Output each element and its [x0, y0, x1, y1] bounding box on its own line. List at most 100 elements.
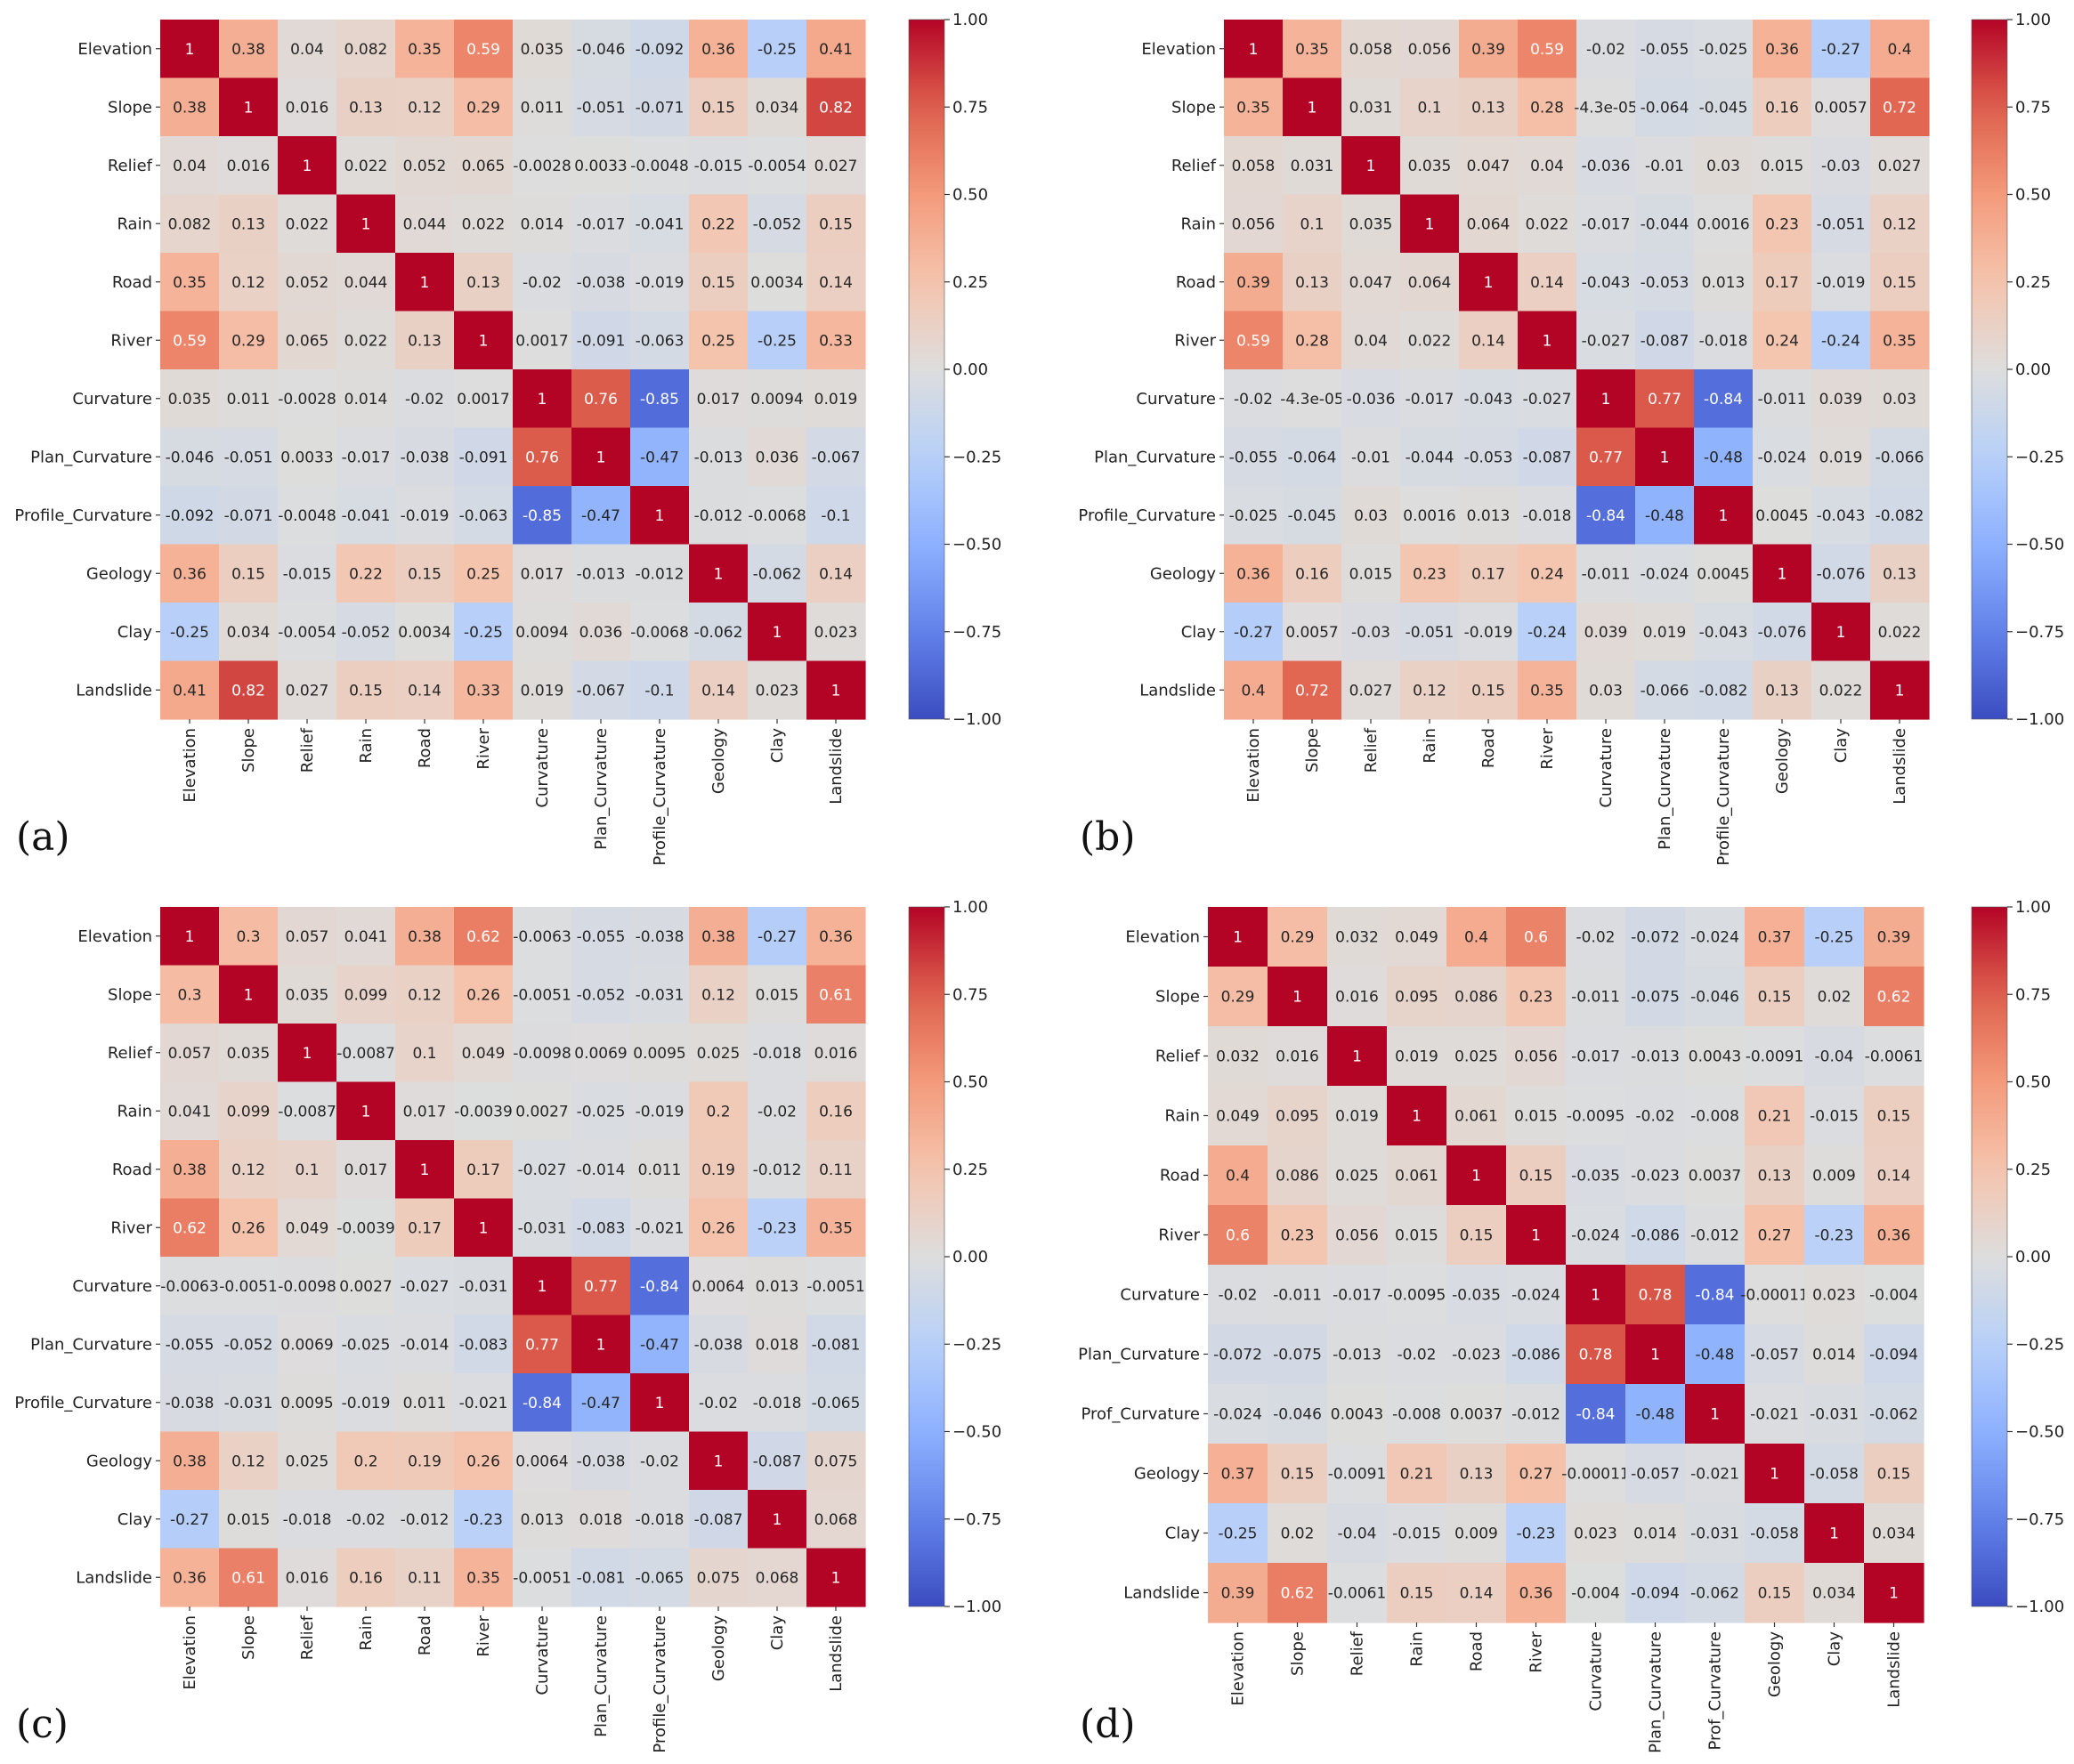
heatmap-cell: [806, 311, 866, 370]
heatmap-cell: [1400, 603, 1460, 662]
cell-annotation: 0.33: [819, 332, 853, 350]
heatmap-cell: [1506, 1265, 1567, 1325]
heatmap-cell: [1387, 967, 1447, 1027]
cell-annotation: 0.38: [173, 1452, 207, 1470]
cell-annotation: -0.062: [1869, 1406, 1918, 1424]
cell-annotation: 0.16: [349, 1569, 383, 1587]
cell-annotation: 0.04: [1530, 158, 1564, 175]
heatmap-cell: [160, 1548, 220, 1607]
cell-annotation: -0.082: [1699, 682, 1748, 700]
heatmap-cell: [1400, 427, 1460, 487]
panel-label: (c): [16, 1702, 69, 1747]
heatmap-cell: [513, 660, 572, 720]
heatmap-cell: [1400, 253, 1460, 312]
cell-annotation: 1: [361, 1103, 371, 1121]
cell-annotation: 0.36: [173, 565, 207, 583]
heatmap-cell: [1870, 253, 1930, 312]
cell-annotation: -0.065: [636, 1569, 685, 1587]
heatmap-cell: [1518, 311, 1577, 370]
colorbar-tick-label: 0.75: [952, 985, 988, 1004]
heatmap-cell: [1811, 603, 1871, 662]
heatmap-cell: [1283, 253, 1342, 312]
cell-annotation: 0.36: [173, 1569, 207, 1587]
heatmap-cell: [160, 311, 220, 370]
cell-annotation: -0.092: [636, 41, 685, 59]
heatmap-cell: [571, 20, 631, 79]
cell-annotation: 1: [1591, 1287, 1600, 1305]
heatmap-cell: [1387, 1026, 1447, 1087]
heatmap-cell: [336, 77, 396, 137]
cell-annotation: 0.59: [466, 41, 500, 59]
heatmap-cell: [1635, 77, 1695, 137]
heatmap-cell: [1635, 486, 1695, 546]
cell-annotation: 0.0045: [1697, 565, 1749, 583]
colorbar-tick-label: −0.50: [2015, 536, 2064, 554]
cell-annotation: -0.014: [577, 1161, 626, 1179]
cell-annotation: 0.0016: [1697, 215, 1749, 233]
heatmap-cell: [1566, 1563, 1626, 1623]
cell-annotation: -0.051: [577, 99, 626, 117]
heatmap-cell: [219, 1373, 279, 1433]
cell-annotation: -0.027: [518, 1161, 567, 1179]
cell-annotation: 0.19: [408, 1452, 442, 1470]
row-label-clay: Clay: [1181, 623, 1217, 642]
heatmap-cell: [748, 136, 807, 196]
heatmap-cell: [219, 1024, 279, 1083]
heatmap-cell: [219, 369, 279, 429]
heatmap-cell: [1864, 967, 1924, 1027]
cell-annotation: 0.018: [756, 1336, 799, 1354]
cell-annotation: 0.0027: [339, 1278, 392, 1296]
heatmap-cell: [1685, 967, 1746, 1027]
heatmap-cell: [160, 486, 220, 546]
heatmap-cell: [1753, 427, 1812, 487]
heatmap-cell: [1387, 1384, 1447, 1444]
cell-annotation: 1: [538, 391, 547, 409]
cell-annotation: -0.011: [1273, 1287, 1322, 1305]
col-label-clay: Clay: [768, 1615, 787, 1651]
cell-annotation: 0.014: [1633, 1525, 1677, 1543]
cell-annotation: -0.091: [577, 332, 626, 350]
cell-annotation: 0.37: [1221, 1466, 1255, 1484]
heatmap-cell: [160, 1257, 220, 1316]
cell-annotation: 1: [1531, 1227, 1541, 1245]
cell-annotation: -0.065: [812, 1395, 861, 1412]
heatmap-cell: [1283, 427, 1342, 487]
cell-annotation: 1: [1719, 507, 1729, 525]
cell-annotation: 0.034: [756, 99, 799, 117]
cell-annotation: -0.0098: [513, 1045, 571, 1063]
cell-annotation: 0.76: [584, 391, 618, 409]
cell-annotation: 0.59: [173, 332, 207, 350]
heatmap-cell: [1685, 1145, 1746, 1206]
cell-annotation: 0.16: [1765, 99, 1799, 117]
heatmap-cell: [1387, 1145, 1447, 1206]
cell-annotation: 0.72: [1883, 99, 1916, 117]
cell-annotation: 0.0057: [1285, 624, 1338, 642]
heatmap-cell: [1268, 1324, 1328, 1385]
cell-annotation: -0.84: [1704, 391, 1743, 409]
col-label-curvature: Curvature: [1597, 728, 1616, 808]
cell-annotation: 1: [831, 682, 841, 700]
cell-annotation: 0.38: [408, 928, 442, 946]
colorbar-tick-label: 1.00: [952, 11, 988, 29]
cell-annotation: 0.019: [814, 391, 858, 409]
heatmap-cell: [513, 907, 572, 967]
heatmap-cell: [219, 1431, 279, 1491]
heatmap-cell: [336, 660, 396, 720]
cell-annotation: 0.13: [1765, 682, 1799, 700]
heatmap-cell: [1518, 603, 1577, 662]
cell-annotation: 0.056: [1335, 1227, 1379, 1245]
cell-annotation: -0.0095: [1388, 1287, 1446, 1305]
heatmap-cell: [1870, 427, 1930, 487]
heatmap-cell: [806, 907, 866, 967]
heatmap-cell: [336, 603, 396, 662]
row-label-river: River: [1158, 1226, 1200, 1245]
cell-annotation: -0.04: [1338, 1525, 1377, 1543]
heatmap-cell: [1518, 544, 1577, 603]
cell-annotation: 0.015: [756, 986, 799, 1004]
heatmap-cell: [630, 311, 690, 370]
cell-annotation: 0.022: [1878, 624, 1922, 642]
heatmap-cell: [1804, 1384, 1865, 1444]
heatmap-cell: [454, 1257, 514, 1316]
heatmap-cell: [630, 544, 690, 603]
heatmap-cell: [1506, 1563, 1567, 1623]
